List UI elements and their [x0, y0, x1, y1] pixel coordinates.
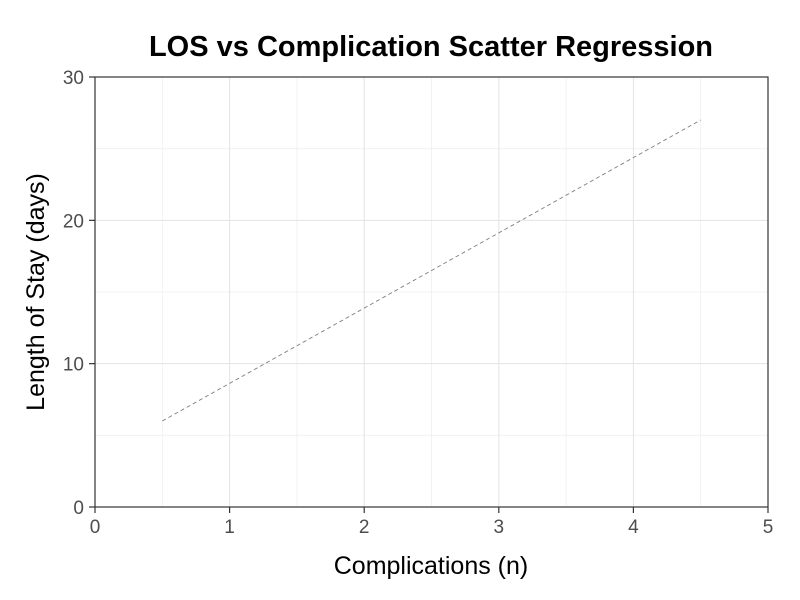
y-tick-label: 0: [73, 498, 84, 519]
y-axis: 0 10 20 30: [63, 68, 95, 519]
x-tick-label: 4: [628, 517, 639, 538]
x-tick-label: 3: [494, 517, 505, 538]
x-tick-label: 2: [359, 517, 370, 538]
plot-panel: [94, 76, 769, 508]
x-tick-label: 5: [763, 517, 774, 538]
y-tick-label: 20: [63, 211, 84, 232]
regression-line: [162, 119, 701, 422]
x-tick-label: 1: [224, 517, 235, 538]
chart-title: LOS vs Complication Scatter Regression: [149, 31, 713, 63]
x-axis-label: Complications (n): [334, 552, 529, 580]
y-tick-label: 30: [63, 68, 84, 89]
grid-minor: [95, 77, 768, 507]
panel-border: [94, 76, 769, 508]
x-tick-label: 0: [90, 517, 101, 538]
y-axis-label: Length of Stay (days): [22, 173, 50, 411]
y-tick-label: 10: [63, 355, 84, 376]
x-axis: 0 1 2 3 4 5: [90, 507, 774, 538]
